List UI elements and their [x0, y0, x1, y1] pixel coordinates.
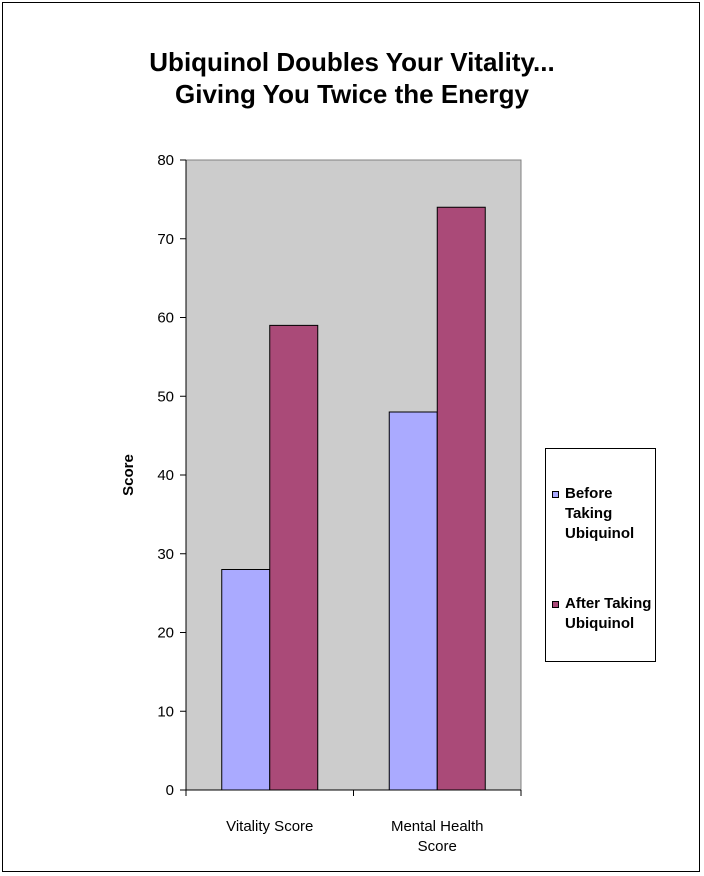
x-tick-label: Vitality Score — [226, 818, 313, 835]
bar-before — [221, 569, 271, 791]
legend-swatch-before — [552, 491, 559, 498]
y-tick-label: 20 — [157, 625, 174, 642]
chart-title-line-1: Ubiquinol Doubles Your Vitality... — [149, 47, 555, 77]
chart-title: Ubiquinol Doubles Your Vitality... Givin… — [0, 46, 704, 110]
bar-after — [269, 324, 319, 791]
y-tick-label: 40 — [157, 467, 174, 484]
bar-before — [388, 411, 438, 791]
y-tick-label: 0 — [166, 782, 174, 799]
y-tick-label: 80 — [157, 152, 174, 169]
legend: Before Taking Ubiquinol After Taking Ubi… — [545, 448, 656, 662]
legend-swatch-after — [552, 601, 559, 608]
y-tick-label: 70 — [157, 231, 174, 248]
y-tick-label: 30 — [157, 546, 174, 563]
legend-label-before: Before Taking Ubiquinol — [565, 485, 635, 542]
x-tick-label: Score — [418, 838, 457, 855]
y-tick-label: 60 — [157, 310, 174, 327]
chart-title-line-2: Giving You Twice the Energy — [175, 79, 529, 109]
y-axis-label: Score — [120, 454, 137, 496]
bar-after — [436, 206, 486, 791]
legend-label-after: After Taking Ubiquinol — [565, 595, 652, 632]
y-tick-label: 50 — [157, 388, 174, 405]
x-tick-label: Mental Health — [391, 818, 484, 835]
y-tick-label: 10 — [157, 703, 174, 720]
